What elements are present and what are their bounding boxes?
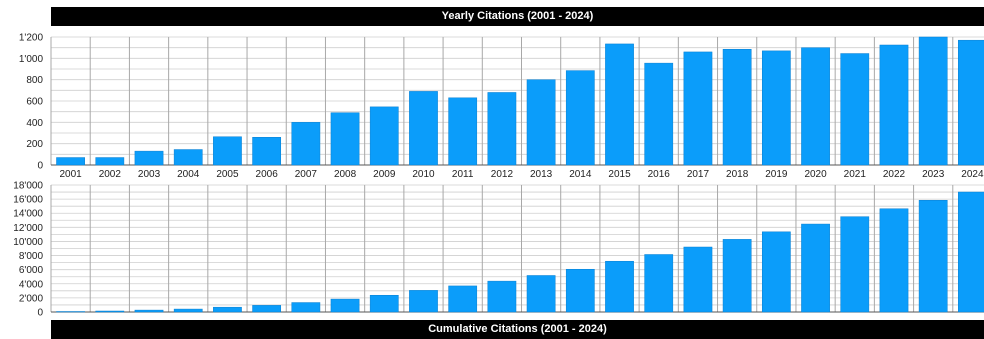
bar-2015 (605, 261, 633, 312)
x-tick-label: 2003 (138, 169, 161, 180)
bar-2012 (488, 281, 516, 312)
y-tick-label: 200 (26, 139, 43, 150)
bar-2016 (645, 254, 673, 312)
x-tick-label: 2001 (59, 169, 82, 180)
bar-2008 (331, 113, 359, 165)
bar-2014 (566, 269, 594, 312)
yearly-citations-chart: 0 200 400 600 800 1'000 1'200 2001 2002 2003 2004 2… (19, 33, 984, 181)
y-tick-label: 14'000 (13, 209, 43, 220)
bar-2020 (801, 48, 829, 165)
bar-2016 (645, 63, 673, 165)
x-tick-label: 2011 (452, 169, 474, 180)
y-tick-label: 1'000 (19, 54, 44, 65)
bar-2024 (958, 192, 984, 312)
bar-2011 (449, 98, 477, 165)
bar-2011 (449, 286, 477, 312)
x-tick-label: 2024 (961, 169, 984, 180)
bar-2013 (527, 275, 555, 312)
bar-2010 (409, 91, 437, 165)
y-tick-label: 0 (37, 308, 43, 319)
x-tick-label: 2014 (569, 169, 592, 180)
bar-2023 (919, 200, 947, 312)
bar-2004 (174, 309, 202, 312)
bar-2022 (880, 45, 908, 165)
x-tick-label: 2018 (726, 169, 749, 180)
bar-2015 (605, 44, 633, 165)
cumulative-citations-chart: 0 2'000 4'000 6'000 8'000 10'000 12'000 14'000 1… (13, 181, 984, 319)
bar-2020 (801, 224, 829, 312)
bar-2019 (762, 232, 790, 312)
bar-2018 (723, 49, 751, 165)
bar-2003 (135, 310, 163, 312)
y-tick-label: 600 (26, 97, 43, 108)
bar-2012 (488, 92, 516, 165)
bar-2014 (566, 71, 594, 165)
bar-2003 (135, 151, 163, 165)
bar-2013 (527, 80, 555, 165)
y-tick-label: 12'000 (13, 223, 43, 234)
y-tick-label: 2'000 (19, 293, 44, 304)
bar-2001 (56, 158, 84, 165)
y-tick-label: 800 (26, 75, 43, 86)
bar-2021 (841, 217, 869, 312)
y-tick-label: 1'200 (19, 33, 44, 44)
bar-2002 (96, 158, 124, 165)
y-tick-label: 8'000 (19, 251, 44, 262)
y-tick-label: 0 (37, 161, 43, 172)
bar-2009 (370, 107, 398, 165)
x-tick-label: 2004 (177, 169, 200, 180)
bar-2023 (919, 37, 947, 165)
bar-2009 (370, 295, 398, 312)
bar-2019 (762, 51, 790, 165)
x-tick-label: 2002 (99, 169, 122, 180)
x-tick-label: 2015 (608, 169, 631, 180)
x-tick-label: 2021 (844, 169, 867, 180)
bar-2007 (292, 303, 320, 312)
x-tick-label: 2005 (216, 169, 239, 180)
x-tick-label: 2010 (412, 169, 435, 180)
y-tick-label: 400 (26, 118, 43, 129)
y-tick-label: 16'000 (13, 195, 43, 206)
bar-2018 (723, 239, 751, 312)
bar-2007 (292, 122, 320, 165)
bar-2002 (96, 311, 124, 312)
y-tick-label: 6'000 (19, 265, 44, 276)
cumulative-chart-title: Cumulative Citations (2001 - 2024) (51, 320, 984, 339)
bar-2006 (253, 137, 281, 165)
bar-2022 (880, 209, 908, 312)
bar-2004 (174, 150, 202, 165)
bar-2024 (958, 40, 984, 165)
bar-2021 (841, 54, 869, 165)
y-tick-label: 4'000 (19, 279, 44, 290)
y-tick-label: 18'000 (13, 181, 43, 192)
x-tick-label: 2009 (373, 169, 396, 180)
x-tick-label: 2012 (491, 169, 514, 180)
x-tick-label: 2019 (765, 169, 788, 180)
x-tick-label: 2016 (648, 169, 671, 180)
x-tick-label: 2013 (530, 169, 553, 180)
x-tick-label: 2023 (922, 169, 945, 180)
x-tick-label: 2017 (687, 169, 710, 180)
x-tick-label: 2006 (256, 169, 279, 180)
bar-2017 (684, 247, 712, 312)
x-tick-label: 2008 (334, 169, 357, 180)
y-tick-label: 10'000 (13, 237, 43, 248)
x-tick-label: 2020 (804, 169, 827, 180)
bar-2010 (409, 290, 437, 312)
x-tick-label: 2007 (295, 169, 318, 180)
bar-2017 (684, 52, 712, 165)
bar-2005 (213, 137, 241, 165)
bar-2005 (213, 307, 241, 312)
bar-2006 (253, 305, 281, 312)
x-tick-label: 2022 (883, 169, 906, 180)
bar-2008 (331, 299, 359, 312)
